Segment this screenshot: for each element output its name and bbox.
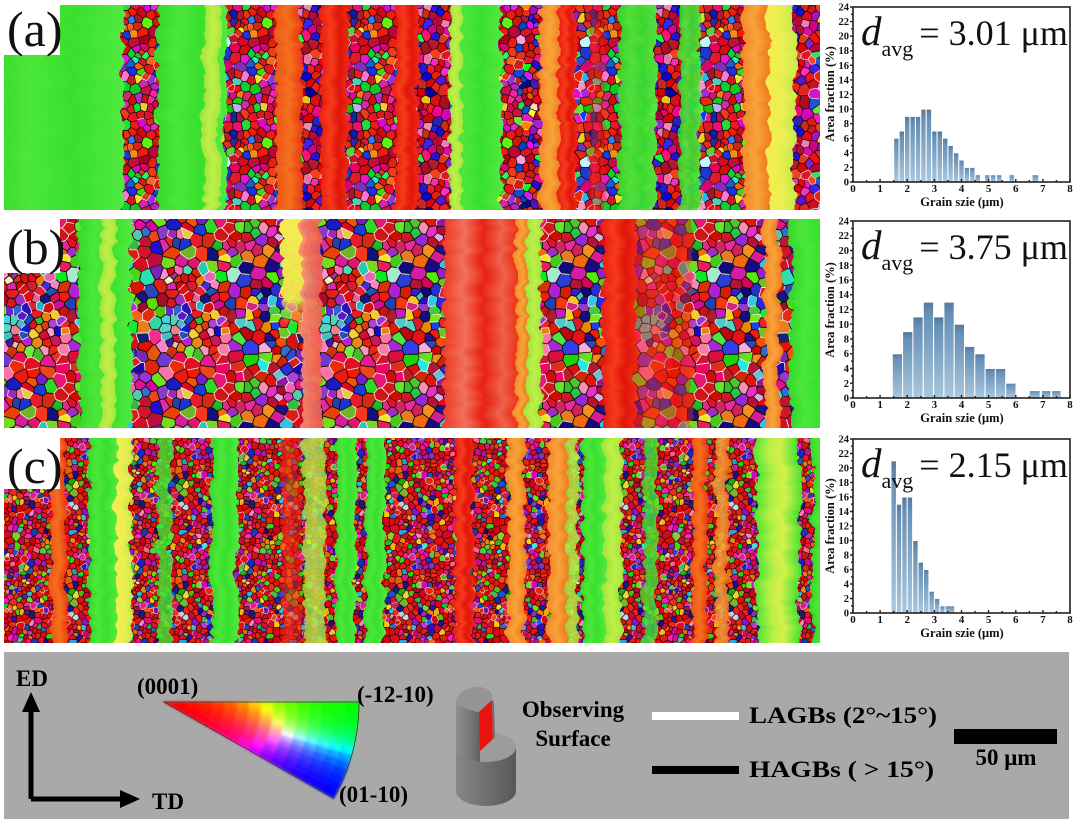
svg-text:5: 5 [986,399,992,411]
svg-text:7: 7 [1040,399,1046,411]
svg-text:0: 0 [844,178,849,189]
svg-text:20: 20 [839,32,850,43]
svg-text:24: 24 [839,217,850,228]
svg-text:16: 16 [839,276,850,287]
svg-text:2: 2 [904,399,910,411]
svg-text:16: 16 [839,493,850,504]
svg-text:50 μm: 50 μm [976,745,1037,770]
svg-text:Observing: Observing [522,697,625,722]
svg-text:2: 2 [844,163,849,174]
svg-text:10: 10 [839,320,850,331]
svg-text:8: 8 [844,335,849,346]
svg-text:davg= 2.15 μm: davg = 2.15 μm [861,440,1068,493]
svg-text:14: 14 [839,290,850,301]
svg-text:6: 6 [844,134,849,145]
svg-text:Surface: Surface [535,726,610,751]
svg-text:3: 3 [932,399,938,411]
svg-text:20: 20 [839,464,850,475]
svg-text:LAGBs (2°~15°): LAGBs (2°~15°) [749,703,937,728]
svg-text:18: 18 [839,46,850,57]
svg-text:2: 2 [844,594,849,605]
svg-text:1: 1 [877,183,883,195]
svg-text:0: 0 [844,394,849,405]
svg-text:(-12-10): (-12-10) [357,682,434,707]
svg-text:3: 3 [932,614,938,626]
svg-text:6: 6 [844,349,849,360]
svg-text:Grain szie (μm): Grain szie (μm) [920,626,1003,640]
svg-text:HAGBs ( > 15°): HAGBs ( > 15°) [749,757,934,782]
svg-text:22: 22 [839,231,850,242]
svg-text:ED: ED [16,666,48,691]
svg-text:5: 5 [986,183,992,195]
svg-text:18: 18 [839,478,850,489]
svg-text:10: 10 [839,536,850,547]
svg-text:4: 4 [844,580,850,591]
svg-text:0: 0 [844,609,849,620]
svg-text:8: 8 [1067,614,1073,626]
svg-text:2: 2 [904,183,910,195]
svg-text:0: 0 [850,399,856,411]
svg-text:7: 7 [1040,183,1046,195]
svg-text:1: 1 [877,399,883,411]
svg-text:14: 14 [839,507,850,518]
svg-text:7: 7 [1040,614,1046,626]
svg-text:Area fraction (%): Area fraction (%) [823,478,837,574]
svg-text:davg= 3.01 μm: davg = 3.01 μm [861,8,1068,61]
svg-text:6: 6 [1013,183,1019,195]
svg-text:18: 18 [839,261,850,272]
svg-text:Area fraction (%): Area fraction (%) [823,262,837,358]
svg-text:12: 12 [839,305,850,316]
svg-text:8: 8 [1067,183,1073,195]
svg-text:12: 12 [839,90,850,101]
svg-text:8: 8 [844,119,849,130]
svg-text:4: 4 [844,364,850,375]
svg-text:22: 22 [839,17,850,28]
svg-text:(01-10): (01-10) [339,782,408,807]
svg-text:(0001): (0001) [137,674,198,699]
svg-text:0: 0 [850,183,856,195]
svg-text:24: 24 [839,3,850,14]
svg-text:24: 24 [839,435,850,446]
svg-text:22: 22 [839,449,850,460]
svg-text:6: 6 [1013,399,1019,411]
svg-text:Grain szie (μm): Grain szie (μm) [920,411,1003,425]
svg-text:4: 4 [959,183,965,195]
svg-text:8: 8 [1067,399,1073,411]
svg-text:4: 4 [959,399,965,411]
svg-text:14: 14 [839,75,850,86]
svg-text:6: 6 [1013,614,1019,626]
svg-text:2: 2 [904,614,910,626]
svg-text:4: 4 [844,148,850,159]
svg-text:12: 12 [839,522,850,533]
svg-text:10: 10 [839,105,850,116]
svg-text:6: 6 [844,565,849,576]
svg-text:20: 20 [839,246,850,257]
svg-text:8: 8 [844,551,849,562]
svg-text:4: 4 [959,614,965,626]
svg-text:3: 3 [932,183,938,195]
svg-text:1: 1 [877,614,883,626]
svg-text:davg= 3.75 μm: davg = 3.75 μm [861,222,1068,275]
svg-text:5: 5 [986,614,992,626]
svg-text:Area fraction (%): Area fraction (%) [823,46,837,142]
svg-text:2: 2 [844,379,849,390]
svg-text:0: 0 [850,614,856,626]
svg-text:Grain szie (μm): Grain szie (μm) [920,195,1003,209]
svg-text:TD: TD [152,789,184,814]
svg-text:16: 16 [839,61,850,72]
